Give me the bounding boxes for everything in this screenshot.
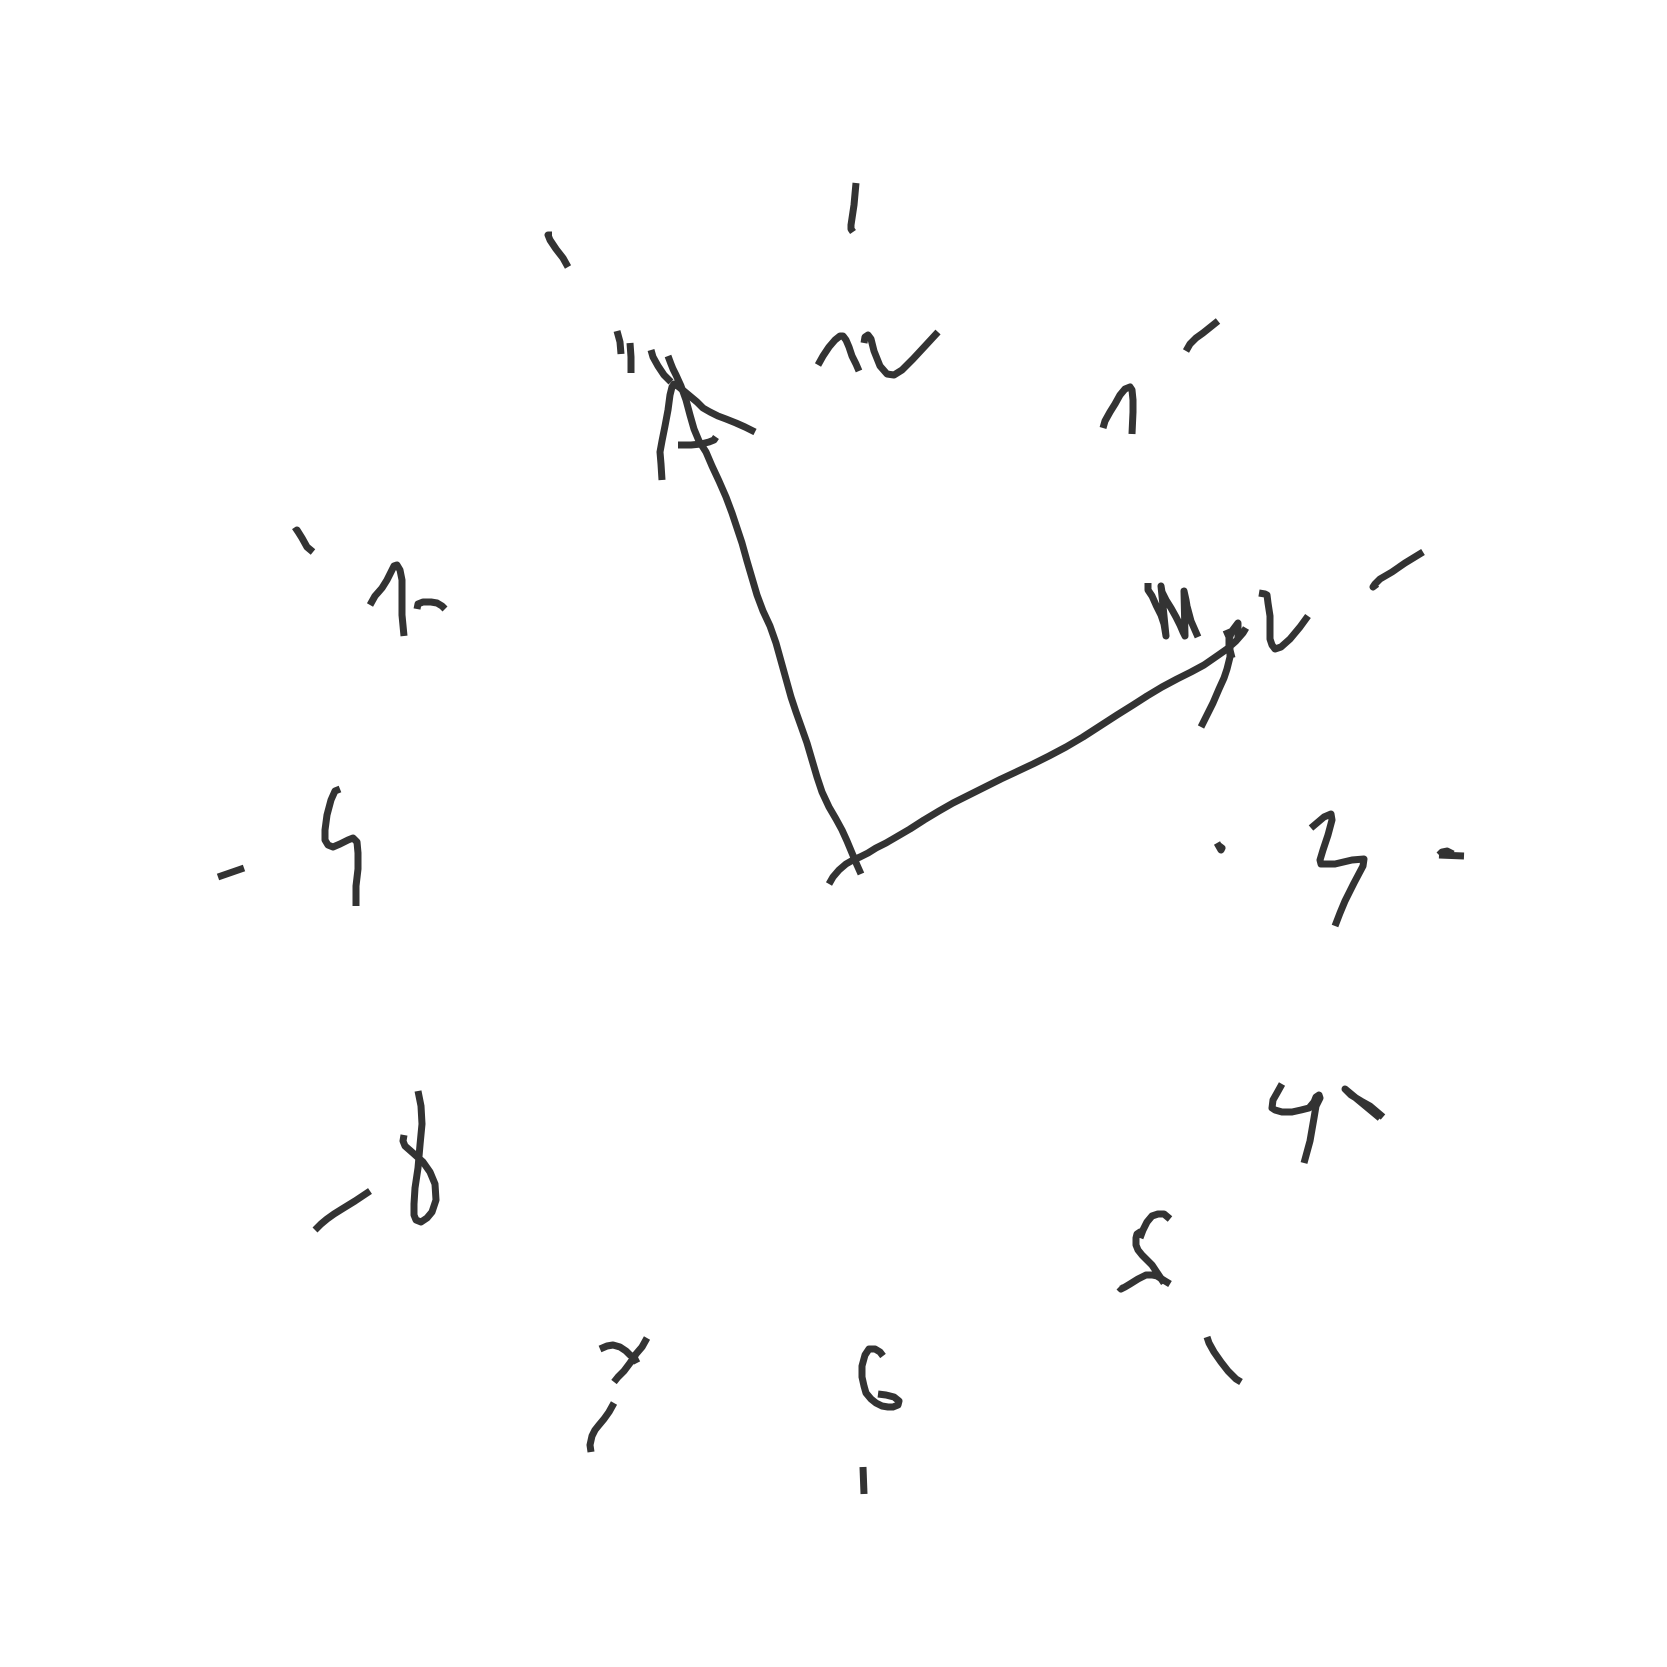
numeral-5-hook [1136, 1210, 1173, 1240]
numeral-10-b [413, 598, 448, 612]
tick-mark-9 [216, 864, 246, 881]
numeral-8 [399, 1090, 440, 1226]
numeral-6 [858, 1345, 903, 1411]
arrowhead-minute-hand-top [1225, 619, 1242, 659]
hand-arrowheads [656, 380, 1242, 729]
clock-sketch [216, 182, 1465, 1495]
tick-mark-1 [1182, 318, 1221, 353]
tick-mark-4 [1341, 1085, 1386, 1121]
numeral-1 [1099, 383, 1137, 435]
numeral-3 [1308, 810, 1368, 928]
hour-numerals [321, 329, 1368, 1411]
arrowhead-hour-hand-cross [678, 435, 719, 449]
numeral-10-a [366, 561, 408, 637]
numeral-7-b [611, 1336, 651, 1385]
tick-mark-2 [1369, 549, 1425, 591]
numeral-12-b [626, 342, 635, 373]
numeral-5-top [1132, 1228, 1167, 1285]
numeral-4 [1268, 1082, 1324, 1164]
tick-mark-10 [292, 526, 316, 555]
tick-mark-11 [544, 231, 572, 269]
tick-mark-8 [312, 1188, 372, 1233]
arrowhead-hour-hand [656, 380, 757, 481]
clock-hands [664, 354, 1250, 886]
numeral-1-mark [814, 332, 863, 373]
arrowhead-minute-hand [1144, 582, 1202, 640]
minute-hand-to-2 [825, 626, 1250, 886]
tick-mark-3b [1436, 847, 1455, 858]
tick-mark-6 [859, 1466, 868, 1495]
hour-hand-to-11 [664, 354, 865, 876]
numeral-12-a [613, 330, 625, 355]
hour-markers [216, 182, 1465, 1495]
numeral-2 [860, 329, 941, 379]
numeral-9 [321, 785, 362, 906]
tick-mark-7 [586, 1401, 618, 1453]
tick-mark-12 [847, 182, 860, 234]
numeral-11 [647, 349, 674, 385]
numeral-2-b [1258, 589, 1311, 653]
numeral-3-dot [1213, 841, 1226, 854]
tick-mark-5 [1203, 1335, 1243, 1386]
